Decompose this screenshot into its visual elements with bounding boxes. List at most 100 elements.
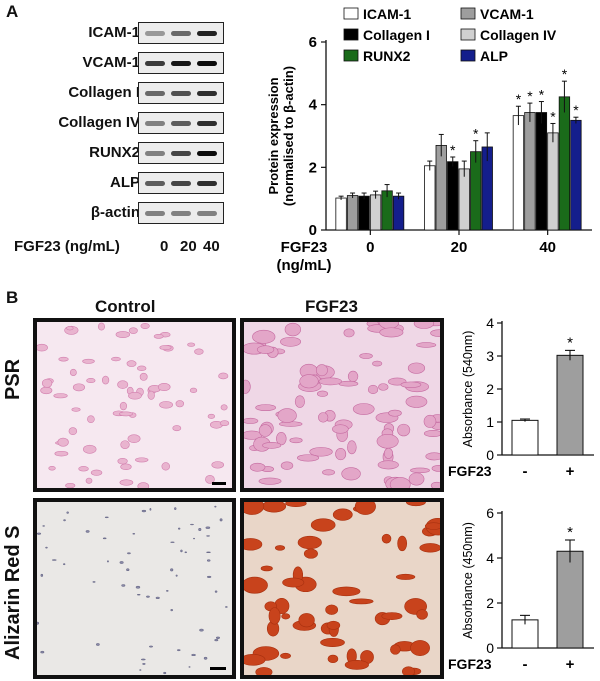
cell-blob [206,575,212,578]
panel-b-letter: B [6,288,19,307]
cell-blob [135,457,149,463]
psr-control-micrograph [33,318,236,492]
blot-band [145,211,165,216]
cell-blob [395,573,416,580]
legend-label: Collagen IV [480,27,557,43]
bar-vcam-1 [524,112,536,231]
cell-blob [177,527,181,530]
cell-blob [352,403,375,415]
y-tick-label: 3 [486,348,494,364]
cell-blob [206,535,210,537]
cell-blob [255,667,273,675]
blot-strip [138,22,224,44]
column-label-fgf23: FGF23 [305,297,358,316]
cell-blob [299,374,319,389]
cell-blob [410,467,430,474]
bar-collagen-iv [369,194,382,231]
cell-blob [176,649,181,652]
cell-blob [174,507,177,510]
legend-label: RUNX2 [363,48,411,64]
cell-blob [140,323,150,329]
cell-blob [149,645,153,648]
cell-blob [137,482,150,488]
cell-blob [135,585,141,589]
cell-blob [388,409,402,417]
cell-blob [72,383,85,392]
cell-blob [57,437,69,447]
blot-band [145,31,165,36]
x-tick-label: + [566,463,575,480]
cell-blob [289,437,303,444]
cell-blob [96,643,100,646]
cell-blob [379,327,404,338]
cell-blob [256,345,275,354]
cell-blob [58,356,69,362]
absorbance-bar [511,619,539,649]
cell-blob [381,612,403,620]
y-axis-label: Absorbance (540nm) [461,331,475,448]
cell-blob [137,594,141,596]
alizarin-fgf23-micrograph [240,498,444,679]
blot-band [197,31,217,36]
cell-blob [332,508,353,521]
bar-runx2 [558,96,571,231]
blot-strip [138,82,224,104]
scale-bar [210,667,226,670]
significance-star: * [473,126,479,142]
blot-band [145,121,165,126]
blot-band [145,181,165,186]
blot-band [171,61,191,66]
cell-blob [284,322,301,337]
alizarin-absorbance-chart: 0 2 4 6 Absorbance (450nm) - * + FGF23 [448,505,594,673]
cell-blob [40,650,45,654]
cell-blob [149,508,152,511]
y-axis-label: Absorbance (450nm) [461,522,475,639]
cell-blob [97,322,106,331]
cell-blob [170,541,175,543]
blot-row-label: Collagen I [68,84,140,101]
cell-blob [78,466,89,472]
blot-row-label: ICAM-1 [88,24,140,41]
cell-blob [111,356,121,362]
legend-swatch [343,49,359,62]
cell-blob [194,348,204,355]
x-axis-label-line2: (ng/mL) [277,257,332,274]
cell-blob [408,472,425,486]
cell-blob [326,620,341,630]
y-tick-label: 1 [486,414,494,430]
cell-blob [405,502,426,507]
legend-swatch [460,28,476,41]
cell-blob [381,533,392,544]
x-tick-label: 20 [451,239,468,256]
cell-blob [121,584,126,587]
cell-blob [410,640,430,656]
cell-blob [211,461,225,469]
legend-swatch [460,49,476,62]
dose-tick-20: 20 [180,238,197,255]
cell-blob [102,537,107,540]
cell-blob [128,327,138,334]
cell-blob [424,522,440,530]
cell-blob [354,502,376,515]
cell-blob [117,458,128,465]
cell-blob [139,372,148,381]
x-tick-label: 0 [366,239,374,256]
y-axis-label-line: (normalised to β-actin) [281,66,296,206]
cell-blob [214,638,219,642]
cell-blob [297,535,322,550]
cell-blob [69,368,77,377]
x-tick-label: - [523,463,528,480]
cell-blob [383,447,393,459]
cell-blob [65,482,76,488]
cell-blob [189,387,198,394]
cell-blob [419,543,440,553]
cell-blob [85,477,93,484]
cell-blob [142,662,146,665]
cell-blob [66,511,69,514]
cell-blob [282,577,305,588]
cell-blob [318,377,342,386]
protein-expression-chart: 0 2 4 6 Protein expression (normalised to β-a… [266,6,592,274]
cell-blob [218,372,229,380]
blot-band [145,61,165,66]
cell-blob [431,464,440,472]
